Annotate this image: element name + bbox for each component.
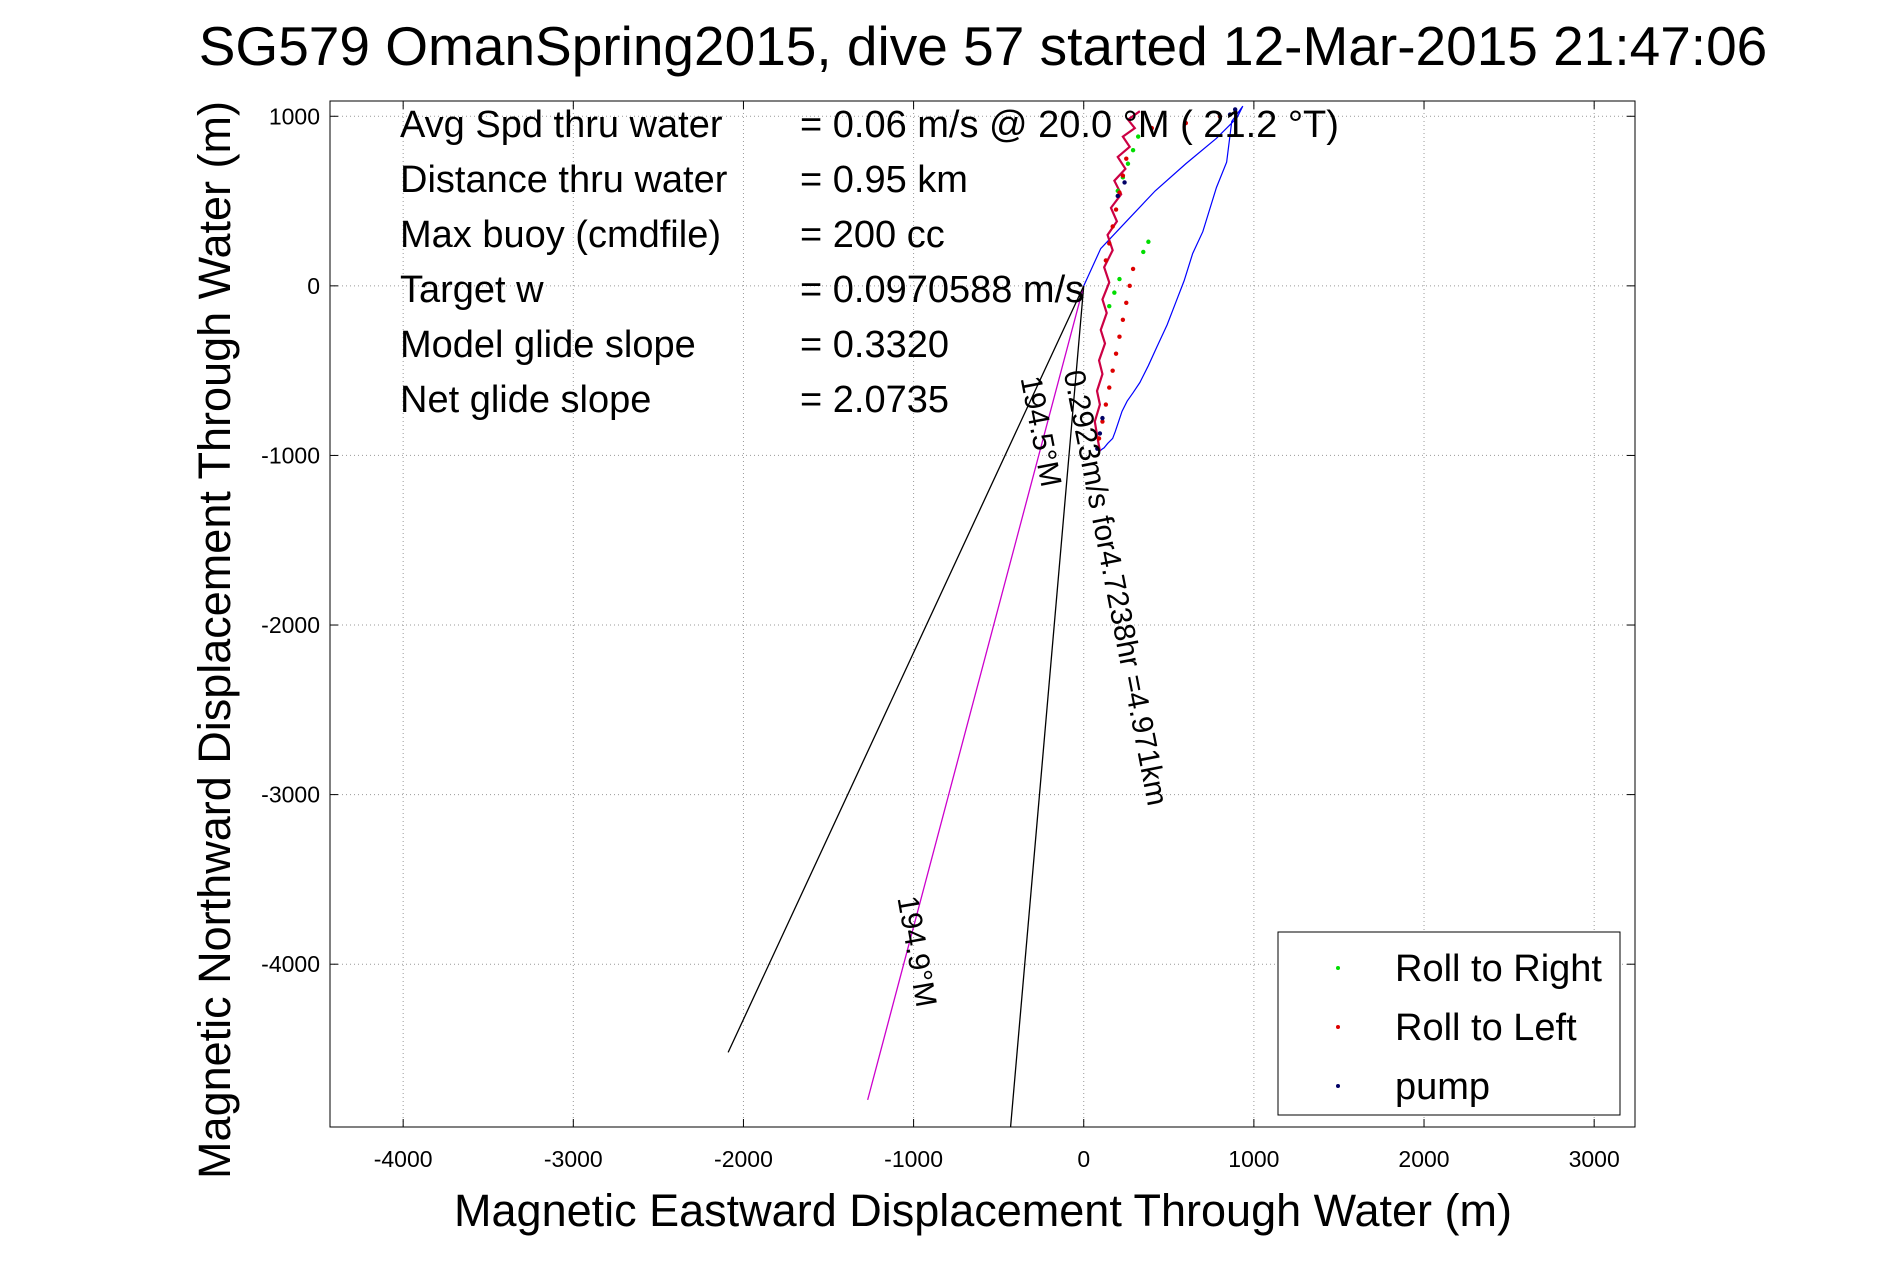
roll-to-left-point: [1107, 385, 1112, 390]
legend-marker-pump: [1336, 1084, 1340, 1088]
y-tick-label: -2000: [261, 612, 320, 638]
legend: Roll to Right Roll to Left pump: [1277, 931, 1621, 1116]
stat-label: Target w: [400, 269, 544, 311]
cone-left-line: [727, 285, 1085, 1053]
roll-to-left-point: [1127, 283, 1132, 289]
roll-to-left-point: [1124, 156, 1129, 161]
stat-value: = 0.3320: [800, 324, 949, 366]
x-tick-label: 2000: [1398, 1146, 1449, 1172]
current-vector-line: [867, 285, 1085, 1101]
roll-to-left-point: [1117, 190, 1122, 195]
roll-to-left-point: [1130, 266, 1136, 272]
roll-to-right-point: [1141, 249, 1146, 255]
x-tick-label: 1000: [1228, 1146, 1279, 1172]
y-tick-label: -1000: [261, 442, 320, 468]
roll-to-left-point: [1120, 317, 1126, 322]
roll-to-left-point: [1103, 258, 1109, 263]
roll-to-left-point: [1113, 207, 1119, 212]
roll-to-left-point: [1120, 173, 1126, 178]
roll-to-left-point: [1117, 334, 1122, 339]
stat-value: = 2.0735: [800, 379, 949, 421]
pump-point: [1227, 112, 1233, 117]
stat-value: = 200 cc: [800, 214, 945, 256]
roll-to-left-point: [1113, 351, 1119, 356]
roll-to-right-point: [1125, 161, 1131, 166]
stats-block: Avg Spd thru water = 0.06 m/s @ 20.0 °M (…: [400, 104, 1339, 421]
roll-to-right-point: [1107, 304, 1112, 309]
legend-marker-roll-left: [1336, 1025, 1340, 1029]
roll-to-right-point: [1117, 276, 1122, 282]
roll-to-left-point: [1100, 419, 1105, 424]
roll-sawtooth-line: [1093, 110, 1141, 452]
stat-value: = 0.0970588 m/s: [800, 269, 1084, 311]
y-tick-label: -4000: [261, 951, 320, 977]
legend-label-roll-left: Roll to Left: [1395, 1007, 1577, 1049]
stat-label: Max buoy (cmdfile): [400, 214, 721, 256]
stat-label: Distance thru water: [400, 159, 728, 201]
x-tick-label: -3000: [544, 1146, 603, 1172]
roll-to-left-point: [1183, 120, 1189, 126]
y-tick-label: 0: [307, 273, 320, 299]
legend-label-pump: pump: [1395, 1066, 1490, 1108]
legend-marker-roll-right: [1336, 966, 1340, 970]
pump-point: [1100, 415, 1105, 421]
grid: [330, 101, 1635, 1127]
y-tick-label: -3000: [261, 782, 320, 808]
roll-to-right-point: [1135, 134, 1141, 139]
y-tick-label: 1000: [269, 103, 320, 129]
pump-point: [1122, 180, 1127, 185]
x-tick-label: -4000: [374, 1146, 433, 1172]
cone-right-line: [1009, 285, 1085, 1128]
roll-to-left-point: [1096, 436, 1102, 441]
pump-point: [1095, 446, 1100, 451]
roll-to-left-point: [1217, 114, 1223, 119]
stat-label: Model glide slope: [400, 324, 696, 366]
roll-to-left-point: [1110, 368, 1115, 373]
roll-to-left-point: [1103, 402, 1109, 407]
legend-label-roll-right: Roll to Right: [1395, 948, 1602, 990]
pump-point: [1097, 431, 1103, 436]
roll-to-right-point: [1146, 239, 1151, 244]
x-tick-label: 0: [1077, 1146, 1090, 1172]
x-tick-label: -2000: [714, 1146, 773, 1172]
x-axis-label: Magnetic Eastward Displacement Through W…: [454, 1185, 1512, 1236]
stat-label: Avg Spd thru water: [400, 104, 723, 146]
stat-value: = 0.06 m/s @ 20.0 °M ( 21.2 °T): [800, 104, 1339, 146]
roll-to-left-point: [1107, 241, 1112, 246]
stat-label: Net glide slope: [400, 379, 651, 421]
pump-point: [1115, 193, 1120, 199]
pump-point: [1232, 107, 1238, 112]
roll-to-right-point: [1112, 290, 1117, 295]
glider-track-line: [1083, 105, 1244, 452]
chart-title: SG579 OmanSpring2015, dive 57 started 12…: [199, 15, 1768, 77]
roll-to-left-point: [1149, 125, 1154, 131]
roll-to-left-point: [1110, 224, 1115, 229]
roll-to-left-point: [1124, 300, 1129, 306]
axis-ticks: -4000 -3000 -2000 -1000 0 1000 2000 3000 1000 0 -1…: [261, 101, 1635, 1172]
stat-value: = 0.95 km: [800, 159, 968, 201]
legend-box: [1277, 931, 1621, 1116]
roll-to-right-point: [1130, 147, 1136, 153]
x-tick-label: -1000: [884, 1146, 943, 1172]
x-tick-label: 3000: [1569, 1146, 1620, 1172]
y-axis-label: Magnetic Northward Displacement Through …: [189, 101, 240, 1179]
series-layer: [727, 105, 1244, 1128]
